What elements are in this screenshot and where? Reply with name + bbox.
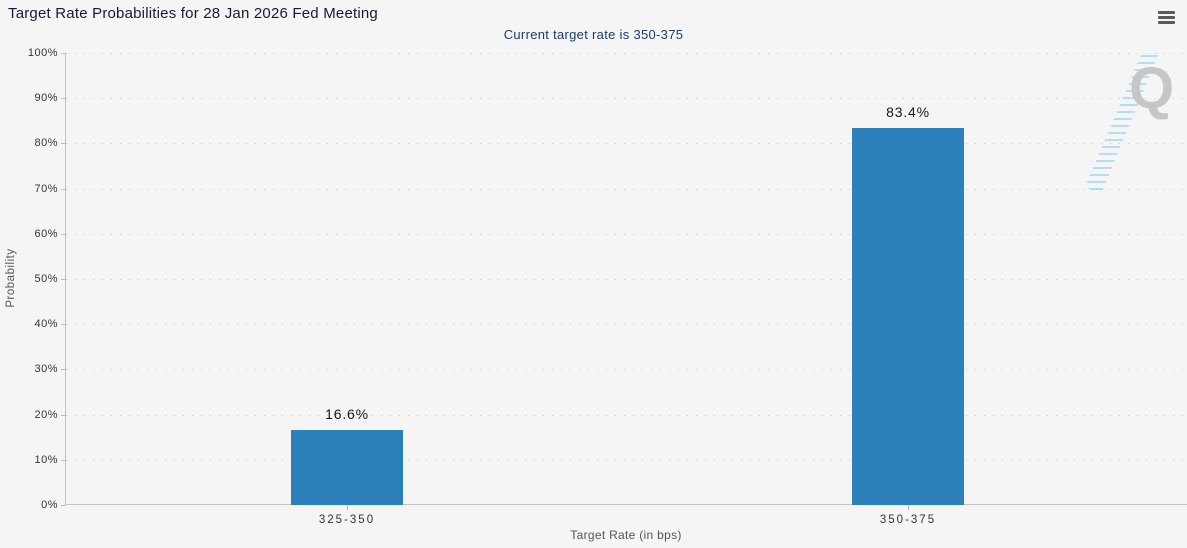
hamburger-icon: [1158, 10, 1176, 24]
chart-subtitle: Current target rate is 350-375: [503, 27, 684, 42]
gridline: [66, 415, 1187, 416]
y-axis-tick: [61, 189, 66, 190]
gridline: [66, 234, 1187, 235]
bar-value-label: 16.6%: [325, 406, 369, 422]
x-axis-title: Target Rate (in bps): [570, 528, 682, 542]
y-axis-tick: [61, 143, 66, 144]
y-tick-label: 30%: [34, 363, 58, 375]
y-axis-tick: [61, 505, 66, 506]
y-tick-label: 100%: [27, 47, 58, 59]
gridline: [66, 279, 1187, 280]
x-tick-label: 350-375: [879, 514, 937, 526]
gridline: [66, 98, 1187, 99]
bar-325-350[interactable]: [291, 430, 403, 505]
y-axis-tick: [61, 369, 66, 370]
y-tick-label: 10%: [34, 454, 58, 466]
gridline: [66, 460, 1187, 461]
y-axis-tick: [61, 460, 66, 461]
y-axis-tick: [61, 324, 66, 325]
gridline: [66, 369, 1187, 370]
y-tick-label: 40%: [34, 318, 58, 330]
gridline: [66, 324, 1187, 325]
gridline: [66, 189, 1187, 190]
y-tick-label: 70%: [34, 183, 58, 195]
y-tick-label: 60%: [34, 228, 58, 240]
y-axis-tick: [61, 98, 66, 99]
y-axis-tick: [61, 53, 66, 54]
chart-title: Target Rate Probabilities for 28 Jan 202…: [8, 5, 378, 22]
gridline: [66, 53, 1187, 54]
y-tick-label: 50%: [34, 273, 58, 285]
y-axis-tick: [61, 234, 66, 235]
y-tick-label: 20%: [34, 409, 58, 421]
x-axis-tick: [908, 505, 909, 510]
y-tick-label: 80%: [34, 137, 58, 149]
y-axis-tick: [61, 279, 66, 280]
x-tick-label: 325-350: [318, 514, 376, 526]
bar-value-label: 83.4%: [886, 104, 930, 120]
gridline: [66, 143, 1187, 144]
chart-context-menu-button[interactable]: [1154, 6, 1180, 28]
y-tick-label: 0%: [41, 499, 58, 511]
plot-area: 0% 10% 20% 30% 40% 50% 60% 70% 80% 90% 100% 16.6% 32…: [28, 47, 1187, 526]
y-tick-label: 90%: [34, 92, 58, 104]
x-axis-line: [66, 504, 1187, 505]
y-axis-tick: [61, 415, 66, 416]
x-axis-tick: [347, 505, 348, 510]
bar-350-375[interactable]: [852, 128, 964, 505]
